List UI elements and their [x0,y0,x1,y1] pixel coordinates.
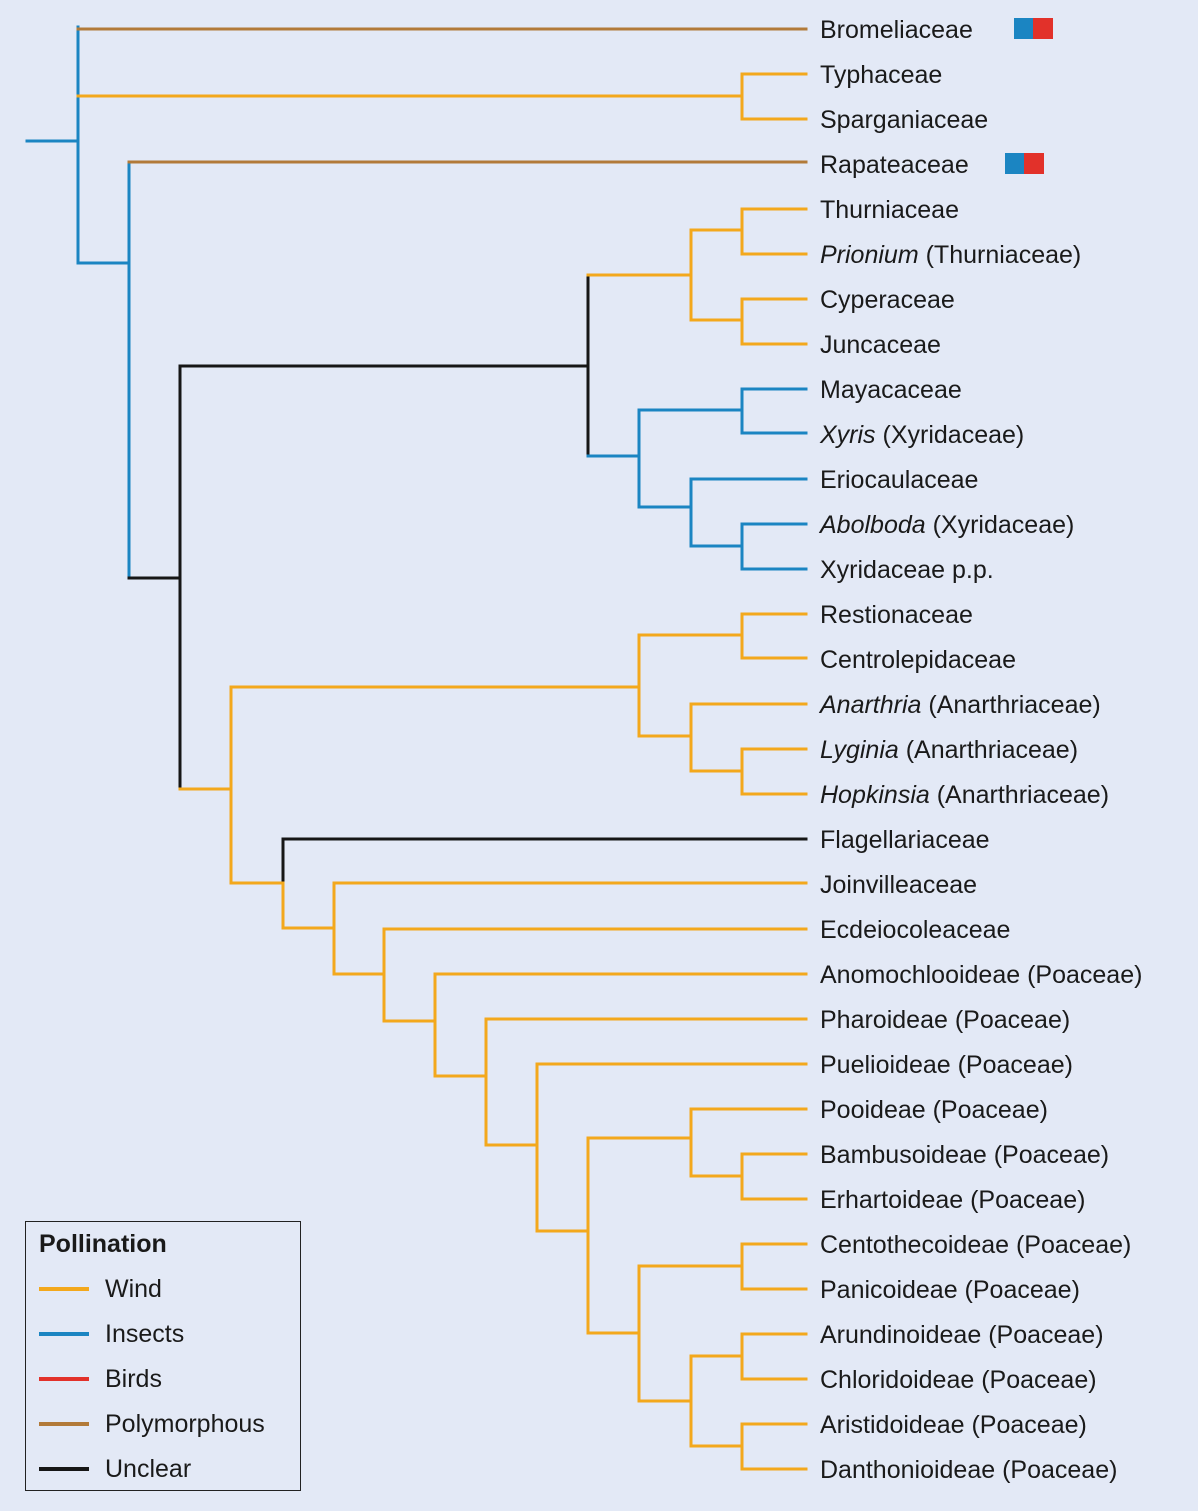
taxon-label: Anarthria (Anarthriaceae) [818,691,1101,719]
taxon-label: Pooideae (Poaceae) [820,1096,1048,1124]
taxon-label: Puelioideae (Poaceae) [820,1051,1073,1079]
legend-title: Pollination [39,1230,167,1258]
legend-item-insects: Insects [39,1319,299,1349]
taxon-label: Bromeliaceae [820,16,973,44]
taxon-label: Abolboda (Xyridaceae) [818,511,1074,539]
taxon-label: Bambusoideae (Poaceae) [820,1141,1109,1169]
taxon-label: Xyris (Xyridaceae) [819,421,1024,449]
badge-insects [1014,18,1034,39]
taxon-label: Panicoideae (Poaceae) [820,1276,1080,1304]
taxon-label: Sparganiaceae [820,106,988,134]
legend-label: Wind [105,1275,162,1303]
taxon-label: Pharoideae (Poaceae) [820,1006,1070,1034]
taxon-label: Hopkinsia (Anarthriaceae) [820,781,1109,809]
taxon-label: Lyginia (Anarthriaceae) [820,736,1078,764]
taxon-label: Centrolepidaceae [820,646,1016,674]
taxon-label: Danthonioideae (Poaceae) [820,1456,1117,1484]
legend-item-polymorphous: Polymorphous [39,1409,299,1439]
taxon-label: Xyridaceae p.p. [820,556,994,584]
legend-label: Insects [105,1320,185,1348]
taxon-label: Eriocaulaceae [820,466,978,494]
legend-swatch-wind [39,1287,89,1291]
tree-branches [25,25,808,1471]
taxon-label: Ecdeiocoleaceae [820,916,1010,944]
pollination-legend: Pollination Wind Insects Birds Polymorph… [25,1221,301,1491]
legend-swatch-birds [39,1377,89,1381]
legend-swatch-polymorphous [39,1422,89,1426]
badge-birds [1024,153,1044,174]
taxon-label: Erhartoideae (Poaceae) [820,1186,1085,1214]
taxon-label: Restionaceae [820,601,973,629]
legend-label: Birds [105,1365,162,1393]
taxon-label: Typhaceae [820,61,942,89]
taxon-label: Mayacaceae [820,376,962,404]
taxon-label: Flagellariaceae [820,826,990,854]
legend-label: Polymorphous [105,1410,265,1438]
legend-item-unclear: Unclear [39,1454,299,1484]
taxon-label: Anomochlooideae (Poaceae) [820,961,1142,989]
badge-insects [1005,153,1025,174]
taxon-label: Aristidoideae (Poaceae) [820,1411,1087,1439]
taxon-label: Prionium (Thurniaceae) [820,241,1081,269]
taxon-label: Juncaceae [820,331,941,359]
legend-item-wind: Wind [39,1274,299,1304]
legend-swatch-insects [39,1332,89,1336]
legend-swatch-unclear [39,1467,89,1471]
legend-item-birds: Birds [39,1364,299,1394]
taxon-label: Centothecoideae (Poaceae) [820,1231,1131,1259]
taxon-label: Chloridoideae (Poaceae) [820,1366,1097,1394]
badge-birds [1033,18,1053,39]
legend-label: Unclear [105,1455,192,1483]
taxon-label: Thurniaceae [820,196,959,224]
pollination-badges [1005,18,1053,174]
taxon-labels: Bromeliaceae Typhaceae Sparganiaceae Rapate… [818,16,1142,1484]
taxon-label: Joinvilleaceae [820,871,977,899]
taxon-label: Arundinoideae (Poaceae) [820,1321,1104,1349]
taxon-label: Cyperaceae [820,286,955,314]
taxon-label: Rapateaceae [820,151,969,179]
